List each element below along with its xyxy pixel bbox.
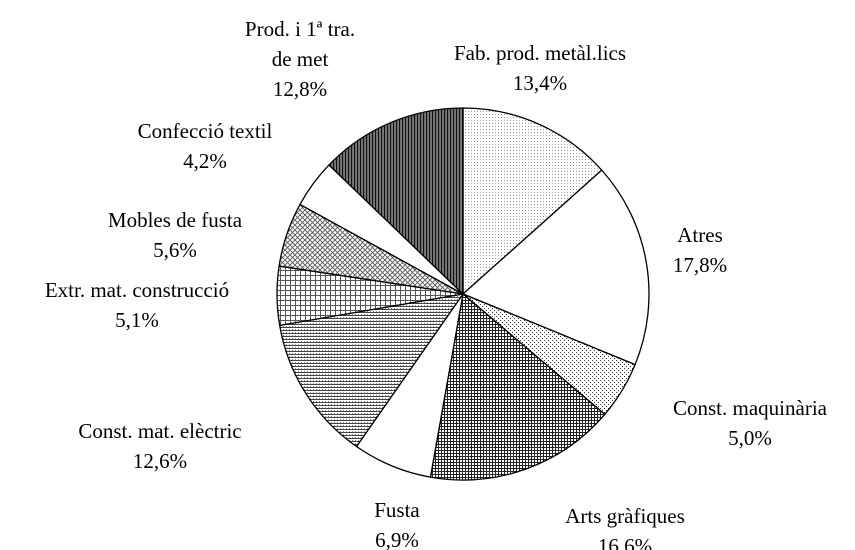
value-label: 4,2%: [183, 149, 227, 173]
value-label: 6,9%: [375, 528, 419, 550]
value-label: 5,1%: [115, 308, 159, 332]
value-label: 17,8%: [673, 253, 727, 277]
pie-slice: [429, 292, 606, 481]
value-label: 5,6%: [153, 238, 197, 262]
value-label: 12,6%: [133, 449, 187, 473]
slice-label: Fab. prod. metàl.lics: [454, 41, 626, 65]
slice-label: Confecció textil: [138, 119, 273, 143]
slice-label: Prod. i 1ª tra. de met: [245, 17, 355, 71]
pie-slice: [461, 169, 650, 366]
slice-label: Mobles de fusta: [108, 208, 243, 232]
value-label: 12,8%: [273, 77, 327, 101]
pie-slice: [278, 293, 465, 448]
pie-slice: [328, 107, 464, 296]
slice-label: Extr. mat. construcció: [45, 278, 229, 302]
slice-label: Atres: [677, 223, 723, 247]
slice-label: Arts gràfiques: [565, 504, 685, 528]
slice-label: Const. maquinària: [673, 396, 828, 420]
value-label: 5,0%: [728, 426, 772, 450]
pie-slice: [462, 107, 603, 296]
slice-label: Const. mat. elèctric: [78, 419, 241, 443]
slice-label: Fusta: [374, 498, 420, 522]
value-label: 16,6%: [598, 534, 652, 550]
value-label: 13,4%: [513, 71, 567, 95]
